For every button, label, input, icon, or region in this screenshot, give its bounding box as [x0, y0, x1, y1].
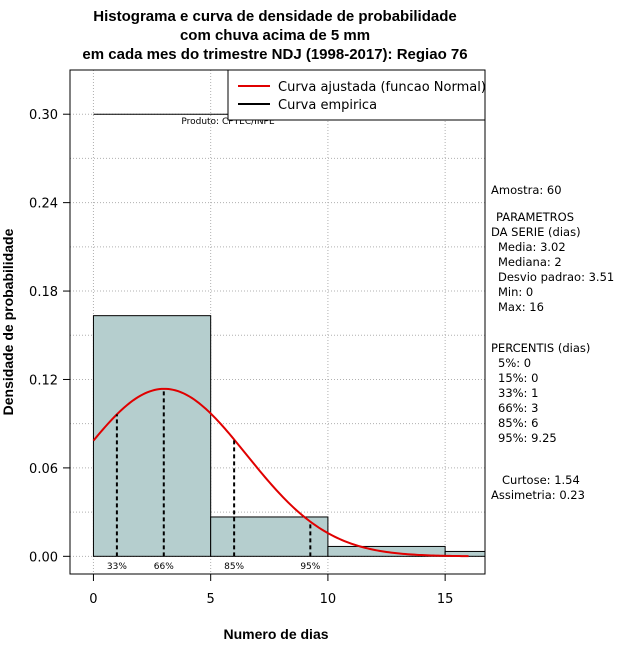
- legend-label-empirical: Curva empirica: [278, 98, 377, 113]
- y-axis-label: Densidade de probabilidade: [0, 228, 16, 415]
- kurtosis: Curtose: 1.54: [502, 473, 580, 487]
- y-tick-label: 0.00: [29, 550, 58, 565]
- percentil-33: 33%: 1: [498, 386, 538, 400]
- percentile-label-66: 66%: [154, 562, 174, 572]
- percentile-label-33: 33%: [107, 562, 127, 572]
- param-max: Max: 16: [498, 300, 544, 314]
- legend-label-fitted: Curva ajustada (funcao Normal): [278, 80, 486, 95]
- param-stddev: Desvio padrao: 3.51: [498, 270, 614, 284]
- x-axis-label: Numero de dias: [223, 626, 328, 642]
- y-tick-label: 0.24: [29, 197, 58, 212]
- percentil-95: 95%: 9.25: [498, 431, 557, 445]
- y-tick-label: 0.30: [29, 108, 58, 123]
- x-tick-label: 0: [89, 592, 97, 607]
- y-tick-label: 0.12: [29, 373, 58, 388]
- x-tick-label: 10: [320, 592, 337, 607]
- percentil-66: 66%: 3: [498, 401, 538, 415]
- histogram-bars: [92, 315, 486, 557]
- percentis-header: PERCENTIS (dias): [491, 341, 590, 355]
- stats-panel: Amostra: 60 PARAMETROS DA SERIE (dias) M…: [491, 183, 614, 502]
- chart-title-line-1: Histograma e curva de densidade de proba…: [93, 8, 456, 25]
- param-min: Min: 0: [498, 285, 533, 299]
- percentil-15: 15%: 0: [498, 371, 538, 385]
- sample-size: Amostra: 60: [491, 183, 562, 197]
- params-header-1: PARAMETROS: [496, 210, 574, 224]
- x-tick-label: 15: [437, 592, 454, 607]
- legend: Curva ajustada (funcao Normal) Curva emp…: [227, 69, 486, 121]
- y-tick-label: 0.18: [29, 285, 58, 300]
- chart-title-line-2: com chuva acima de 5 mm: [180, 27, 370, 44]
- percentil-85: 85%: 6: [498, 416, 538, 430]
- params-header-2: DA SERIE (dias): [491, 225, 581, 239]
- axes: 0 5 10 15 0.00 0.06 0.12 0.18 0.24 0.30: [29, 108, 453, 607]
- histogram-bar-2: [210, 516, 329, 557]
- legend-box: [227, 69, 486, 121]
- x-tick-label: 5: [207, 592, 215, 607]
- y-tick-label: 0.06: [29, 462, 58, 477]
- histogram-bar-1: [92, 315, 212, 557]
- percentile-label-95: 95%: [300, 562, 320, 572]
- param-median: Mediana: 2: [498, 255, 562, 269]
- percentile-label-85: 85%: [224, 562, 244, 572]
- skewness: Assimetria: 0.23: [491, 488, 585, 502]
- percentile-lines: 33% 66% 85% 95%: [107, 388, 321, 572]
- product-annotation: Produto: CPTEC/INPE: [181, 117, 275, 127]
- fitted-normal-curve: [92, 387, 469, 558]
- param-mean: Media: 3.02: [498, 240, 566, 254]
- percentil-5: 5%: 0: [498, 356, 531, 370]
- chart-title-line-3: em cada mes do trimestre NDJ (1998-2017)…: [82, 46, 467, 63]
